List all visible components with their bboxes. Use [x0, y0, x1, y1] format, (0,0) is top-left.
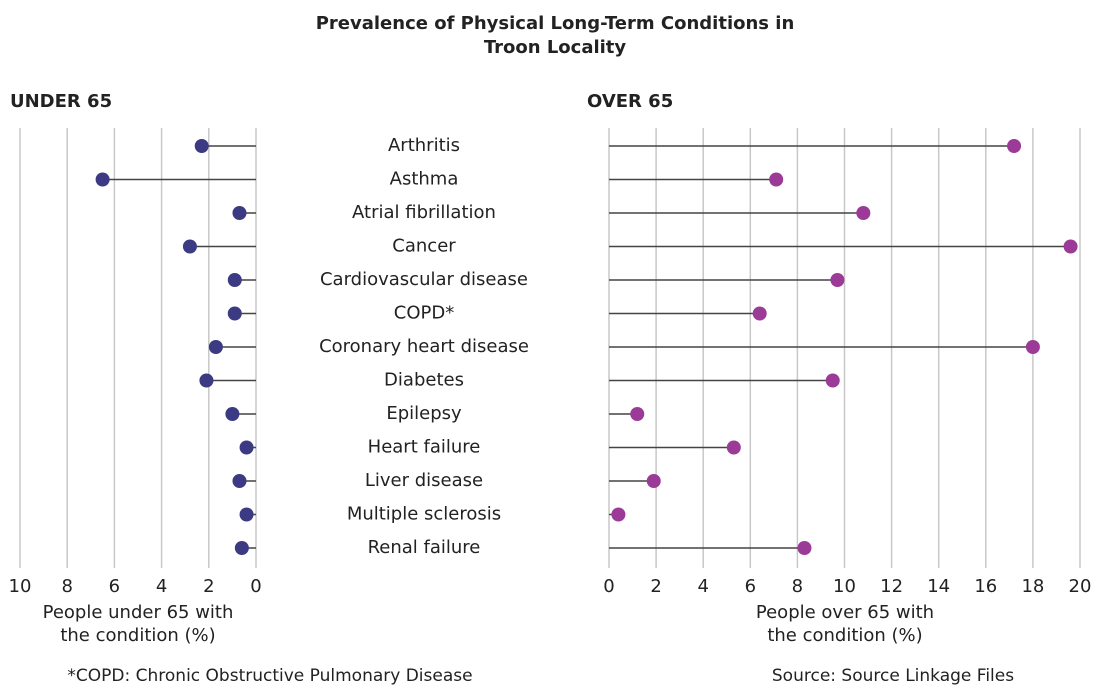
dot — [208, 340, 223, 354]
dot — [1007, 139, 1022, 153]
x-tick-label: 14 — [927, 576, 950, 597]
chart-title: Troon Locality — [484, 37, 627, 58]
category-label: Renal failure — [368, 537, 481, 558]
x-tick-label: 8 — [792, 576, 803, 597]
x-tick-label: 8 — [61, 576, 72, 597]
category-label: Coronary heart disease — [319, 336, 529, 357]
x-tick-label: 10 — [833, 576, 856, 597]
category-label: Multiple sclerosis — [347, 504, 501, 525]
category-label: Cancer — [392, 236, 456, 257]
x-tick-label: 6 — [745, 576, 756, 597]
dot — [630, 407, 645, 421]
x-tick-label: 10 — [9, 576, 32, 597]
dot — [232, 206, 247, 220]
x-tick-label: 2 — [203, 576, 214, 597]
x-tick-label: 0 — [603, 576, 614, 597]
x-tick-label: 4 — [156, 576, 167, 597]
dot — [182, 239, 197, 254]
dot — [856, 206, 871, 220]
dot — [825, 373, 840, 388]
category-label: Cardiovascular disease — [320, 269, 528, 290]
x-tick-label: 4 — [697, 576, 708, 597]
x-tick-label: 18 — [1021, 576, 1044, 597]
series-label: OVER 65 — [587, 91, 673, 112]
dot — [239, 440, 254, 455]
dot — [227, 273, 242, 287]
x-axis-label: the condition (%) — [60, 625, 215, 646]
category-label: Atrial fibrillation — [352, 202, 496, 223]
dot — [752, 306, 767, 321]
x-axis-label: People under 65 with — [43, 602, 234, 623]
dot — [227, 306, 242, 321]
x-tick-label: 0 — [250, 576, 261, 597]
x-axis-label: the condition (%) — [767, 625, 922, 646]
dot — [225, 407, 240, 421]
dot — [95, 172, 110, 187]
dot — [646, 474, 661, 488]
dot — [1063, 239, 1078, 254]
category-label: Diabetes — [384, 370, 464, 391]
dot — [830, 273, 845, 287]
dot — [199, 373, 214, 388]
x-tick-label: 16 — [974, 576, 997, 597]
dot — [611, 507, 626, 522]
x-tick-label: 2 — [650, 576, 661, 597]
category-label: Liver disease — [365, 470, 483, 491]
x-tick-label: 6 — [109, 576, 120, 597]
dot — [194, 139, 209, 153]
x-tick-label: 12 — [880, 576, 903, 597]
category-label: Epilepsy — [386, 403, 462, 424]
category-label: COPD* — [394, 303, 454, 324]
category-label: Heart failure — [368, 437, 481, 458]
dot — [232, 474, 247, 488]
category-label: Asthma — [390, 169, 459, 190]
chart-title: Prevalence of Physical Long-Term Conditi… — [316, 13, 795, 34]
footnote: *COPD: Chronic Obstructive Pulmonary Dis… — [67, 666, 472, 686]
dot — [769, 172, 784, 187]
dot — [1025, 340, 1040, 354]
series-label: UNDER 65 — [10, 91, 112, 112]
x-axis-label: People over 65 with — [756, 602, 934, 623]
category-label: Arthritis — [388, 135, 460, 156]
source: Source: Source Linkage Files — [772, 666, 1014, 686]
dot — [726, 440, 741, 455]
dot — [234, 541, 249, 555]
dot — [239, 507, 254, 522]
x-tick-label: 20 — [1069, 576, 1092, 597]
dot — [797, 541, 812, 555]
